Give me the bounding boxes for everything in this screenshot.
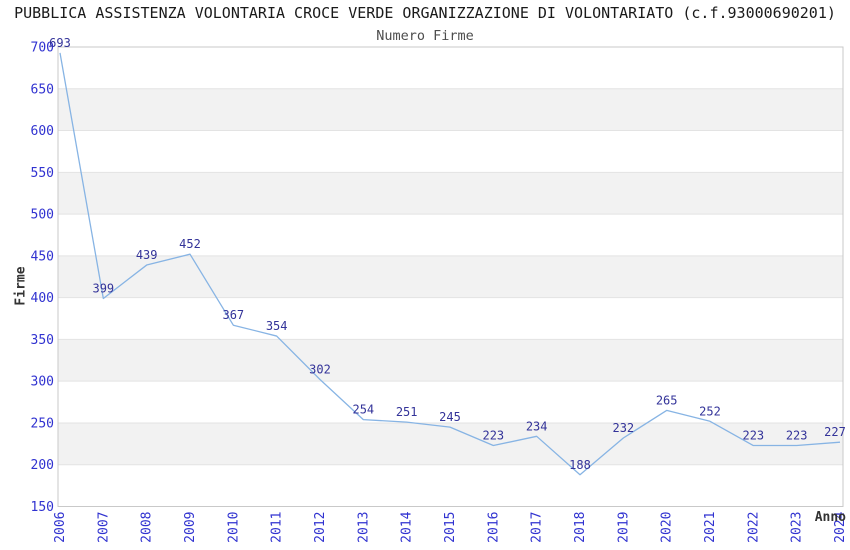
point-label: 693 <box>49 36 71 50</box>
y-tick-label: 300 <box>31 375 54 390</box>
point-label: 245 <box>439 410 461 424</box>
y-tick-label: 650 <box>31 82 54 97</box>
data-line <box>59 52 841 476</box>
x-tick-label: 2011 <box>270 512 285 543</box>
point-label: 223 <box>482 429 504 443</box>
x-tick-label: 2015 <box>443 512 458 543</box>
x-tick-label: 2017 <box>530 512 545 543</box>
point-label: 367 <box>222 308 244 322</box>
x-axis-label: Anno <box>814 510 846 525</box>
y-tick-label: 450 <box>31 249 54 264</box>
y-tick-label: 600 <box>31 124 54 139</box>
x-tick-label: 2006 <box>53 512 68 543</box>
chart-subtitle: Numero Firme <box>376 28 474 44</box>
x-tick-label: 2007 <box>96 512 111 543</box>
point-label: 188 <box>569 458 591 472</box>
point-label: 254 <box>352 403 374 417</box>
x-tick-label: 2016 <box>486 512 501 543</box>
x-tick-label: 2008 <box>140 512 155 543</box>
point-label: 227 <box>824 425 846 439</box>
x-tick-label: 2022 <box>746 512 761 543</box>
point-label: 234 <box>526 419 548 433</box>
point-label: 439 <box>136 248 158 262</box>
x-tick-label: 2014 <box>400 511 415 542</box>
grid-band <box>58 422 843 465</box>
x-tick-label: 2012 <box>313 512 328 543</box>
x-tick-label: 2009 <box>183 512 198 543</box>
point-label: 232 <box>612 421 634 435</box>
page-title: PUBBLICA ASSISTENZA VOLONTARIA CROCE VER… <box>14 4 836 22</box>
point-label: 223 <box>786 429 808 443</box>
y-tick-label: 500 <box>31 208 54 223</box>
x-tick-label: 2018 <box>573 512 588 543</box>
x-tick-label: 2019 <box>616 512 631 543</box>
point-label: 265 <box>656 393 678 407</box>
x-tick-label: 2024 <box>833 511 848 542</box>
point-label: 302 <box>309 363 331 377</box>
y-tick-label: 550 <box>31 166 54 181</box>
y-tick-label: 350 <box>31 333 54 348</box>
y-tick-label: 250 <box>31 416 54 431</box>
plot-border <box>57 46 844 507</box>
grid-band <box>58 339 843 382</box>
x-tick-label: 2023 <box>790 512 805 543</box>
y-axis-label: Firme <box>13 266 29 306</box>
y-tick-label: 200 <box>31 458 54 473</box>
point-label: 452 <box>179 237 201 251</box>
point-label: 399 <box>92 281 114 295</box>
grid-band <box>58 255 843 298</box>
x-tick-label: 2020 <box>660 512 675 543</box>
point-label: 354 <box>266 319 288 333</box>
grid-band <box>58 172 843 215</box>
point-label: 223 <box>742 429 764 443</box>
x-tick-label: 2010 <box>226 512 241 543</box>
y-tick-label: 700 <box>31 41 54 56</box>
x-tick-label: 2013 <box>356 512 371 543</box>
y-tick-label: 150 <box>31 500 54 515</box>
point-label: 251 <box>396 405 418 419</box>
point-label: 252 <box>699 404 721 418</box>
y-tick-label: 400 <box>31 291 54 306</box>
x-tick-label: 2021 <box>703 512 718 543</box>
grid-band <box>58 88 843 131</box>
